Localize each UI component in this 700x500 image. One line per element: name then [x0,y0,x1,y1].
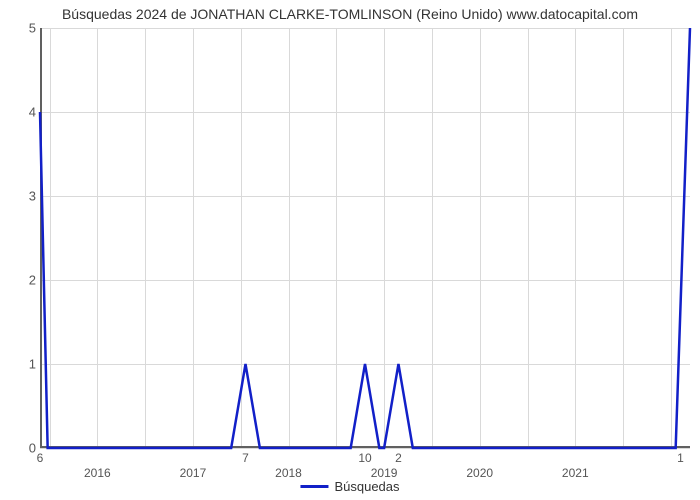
x-tick-label: 2016 [84,466,111,480]
y-tick-label: 2 [6,273,36,288]
legend: Búsquedas [300,479,399,494]
legend-label: Búsquedas [334,479,399,494]
data-label: 6 [37,451,44,465]
y-tick-label: 0 [6,441,36,456]
data-label: 1 [677,451,684,465]
data-label: 7 [242,451,249,465]
y-tick-label: 5 [6,21,36,36]
x-tick-label: 2020 [466,466,493,480]
legend-swatch [300,485,328,488]
plot-area [40,28,690,448]
x-tick-label: 2017 [180,466,207,480]
x-tick-label: 2021 [562,466,589,480]
data-label: 10 [358,451,371,465]
chart-title: Búsquedas 2024 de JONATHAN CLARKE-TOMLIN… [0,0,700,22]
y-tick-label: 1 [6,357,36,372]
y-tick-label: 3 [6,189,36,204]
x-tick-label: 2018 [275,466,302,480]
line-series [40,28,690,448]
x-tick-label: 2019 [371,466,398,480]
data-label: 2 [395,451,402,465]
y-tick-label: 4 [6,105,36,120]
